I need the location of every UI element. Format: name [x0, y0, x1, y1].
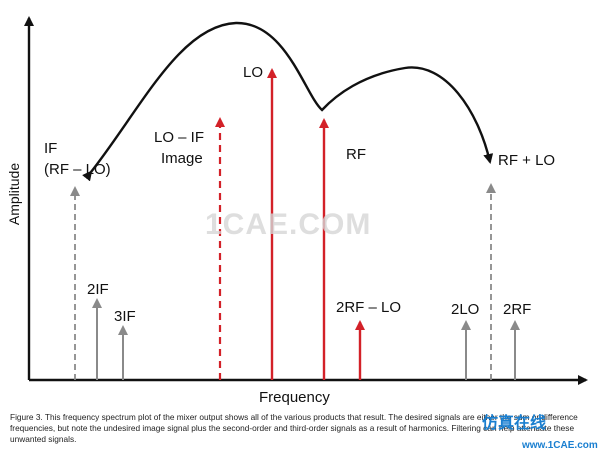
lo-if-label-line1: LO – IF	[154, 129, 205, 146]
x-axis-label: Frequency	[259, 389, 330, 406]
site-url: www.1CAE.com	[522, 440, 598, 451]
lo-label: LO	[243, 64, 264, 81]
lo-if-label-line2: Image	[161, 150, 203, 167]
two-rf-label: 2RF	[503, 301, 532, 318]
if-label-line1: IF	[44, 140, 58, 157]
watermark: 1CAE.COM	[205, 208, 372, 241]
rf-label: RF	[346, 146, 366, 163]
y-axis-label: Amplitude	[6, 162, 22, 226]
curved-arrow	[82, 21, 494, 182]
three-if-label: 3IF	[114, 308, 136, 325]
rf-plus-lo-label: RF + LO	[498, 152, 556, 169]
figure-caption: Figure 3. This frequency spectrum plot o…	[10, 412, 578, 444]
site-logo-text: 仿真在线	[482, 413, 547, 432]
if-label-line2: (RF – LO)	[44, 161, 111, 178]
two-if-label: 2IF	[87, 281, 109, 298]
two-lo-label: 2LO	[451, 301, 480, 318]
two-rf-minus-lo-label: 2RF – LO	[336, 299, 402, 316]
